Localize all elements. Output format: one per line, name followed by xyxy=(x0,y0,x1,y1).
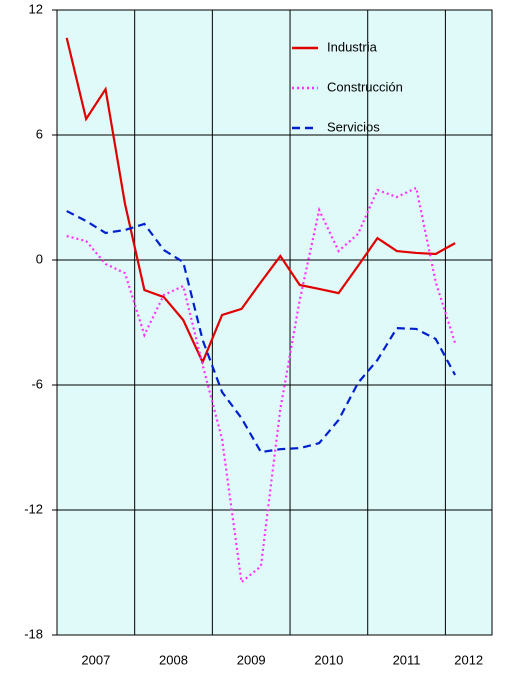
x-tick-label: 2010 xyxy=(314,652,343,667)
x-tick-label: 2011 xyxy=(393,652,421,667)
x-tick-label: 2007 xyxy=(81,652,110,667)
y-tick-label: 0 xyxy=(36,251,43,266)
y-tick-label: 12 xyxy=(29,1,43,16)
y-tick-label: -12 xyxy=(24,501,43,516)
series-line xyxy=(66,210,457,454)
y-tick-label: -18 xyxy=(24,626,43,641)
x-tick-label: 2008 xyxy=(159,652,188,667)
x-tick-label: 2012 xyxy=(454,652,483,667)
plot-area xyxy=(56,9,493,636)
y-tick-label: -6 xyxy=(31,376,43,391)
legend-label: Industria xyxy=(327,39,378,54)
y-tick-label: 6 xyxy=(36,126,43,141)
legend-label: Construcción xyxy=(327,79,403,94)
series-line xyxy=(65,37,456,365)
x-tick-label: 2009 xyxy=(237,652,266,667)
legend-label: Servicios xyxy=(327,119,380,134)
